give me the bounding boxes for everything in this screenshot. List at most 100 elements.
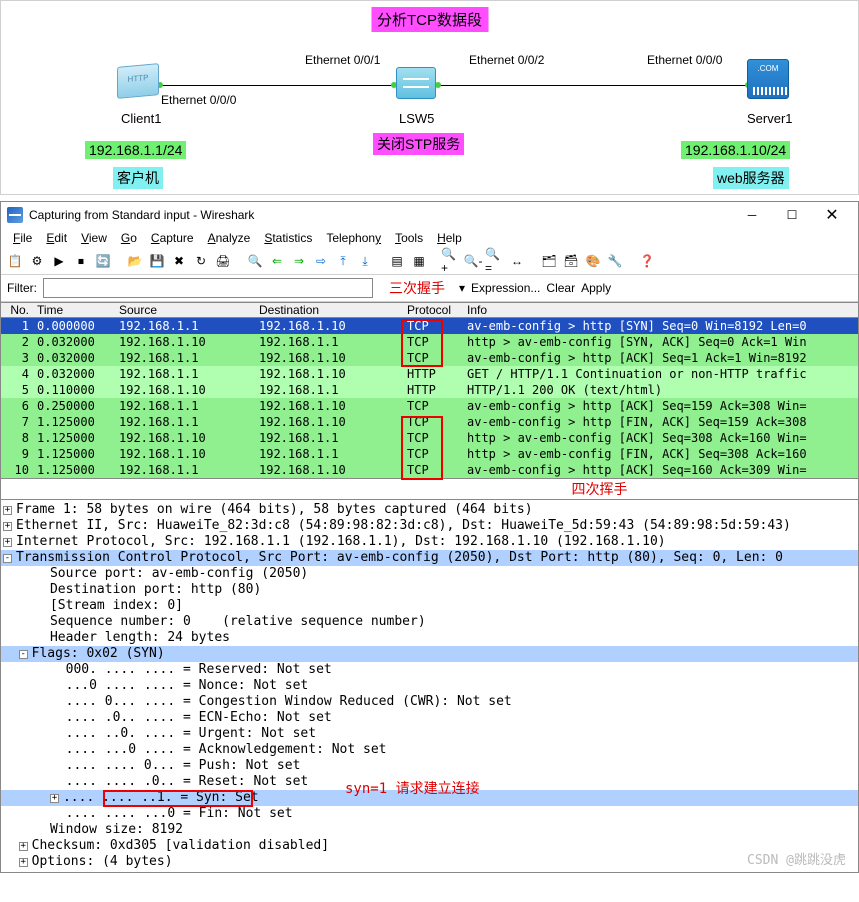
filter-dropdown-icon[interactable]: ▾ [459, 281, 465, 295]
tree-toggle-icon[interactable]: + [3, 538, 12, 547]
filter-apply[interactable]: Apply [581, 281, 611, 295]
col-source[interactable]: Source [115, 303, 255, 317]
tb-options-icon[interactable]: ⚙ [27, 251, 47, 271]
tree-toggle-icon[interactable]: + [50, 794, 59, 803]
col-info[interactable]: Info [463, 303, 858, 317]
filter-expression[interactable]: Expression... [471, 281, 540, 295]
packet-row[interactable]: 71.125000192.168.1.1192.168.1.10TCPav-em… [1, 414, 858, 430]
tb-first-icon[interactable]: ⤒ [333, 251, 353, 271]
wire-switch-server [437, 85, 749, 86]
menu-telephony[interactable]: Telephony [320, 230, 387, 246]
tb-save-icon[interactable]: 💾 [147, 251, 167, 271]
packet-row[interactable]: 101.125000192.168.1.1192.168.1.10TCPav-e… [1, 462, 858, 478]
filter-clear[interactable]: Clear [546, 281, 575, 295]
menu-tools[interactable]: Tools [389, 230, 429, 246]
tb-reload-icon[interactable]: ↻ [191, 251, 211, 271]
detail-line[interactable]: +Options: (4 bytes) [1, 854, 858, 870]
menu-capture[interactable]: Capture [145, 230, 200, 246]
detail-line[interactable]: ...0 .... .... = Nonce: Not set [1, 678, 858, 694]
stp-note: 关闭STP服务 [373, 133, 464, 155]
menu-help[interactable]: Help [431, 230, 468, 246]
packet-row[interactable]: 20.032000192.168.1.10192.168.1.1TCPhttp … [1, 334, 858, 350]
menu-edit[interactable]: Edit [40, 230, 73, 246]
tb-autoscroll-icon[interactable]: ▦ [409, 251, 429, 271]
close-button[interactable]: ✕ [812, 203, 852, 227]
menu-analyze[interactable]: Analyze [202, 230, 257, 246]
tb-zoomout-icon[interactable]: 🔍- [463, 251, 483, 271]
col-time[interactable]: Time [33, 303, 115, 317]
packet-list[interactable]: 10.000000192.168.1.1192.168.1.10TCPav-em… [1, 318, 858, 478]
tb-resize-icon[interactable]: ↔ [507, 251, 527, 271]
tree-toggle-icon[interactable]: + [3, 506, 12, 515]
tb-capfilter-icon[interactable]: 🗂 [539, 251, 559, 271]
detail-line[interactable]: .... 0... .... = Congestion Window Reduc… [1, 694, 858, 710]
packet-row[interactable]: 50.110000192.168.1.10192.168.1.1HTTPHTTP… [1, 382, 858, 398]
detail-line[interactable]: .... .... ...0 = Fin: Not set [1, 806, 858, 822]
menu-go[interactable]: Go [115, 230, 143, 246]
tb-open-icon[interactable]: 📂 [125, 251, 145, 271]
detail-line[interactable]: Header length: 24 bytes [1, 630, 858, 646]
tb-forward-icon[interactable]: ⇒ [289, 251, 309, 271]
detail-line[interactable]: Sequence number: 0 (relative sequence nu… [1, 614, 858, 630]
packet-row[interactable]: 91.125000192.168.1.10192.168.1.1TCPhttp … [1, 446, 858, 462]
filter-label: Filter: [7, 281, 37, 295]
tb-zoom100-icon[interactable]: 🔍= [485, 251, 505, 271]
tb-start-icon[interactable]: ▶ [49, 251, 69, 271]
tree-toggle-icon[interactable]: + [19, 858, 28, 867]
tb-restart-icon[interactable]: 🔄 [93, 251, 113, 271]
detail-line[interactable]: .... ...0 .... = Acknowledgement: Not se… [1, 742, 858, 758]
tb-goto-icon[interactable]: ⇨ [311, 251, 331, 271]
detail-line[interactable]: .... .... 0... = Push: Not set [1, 758, 858, 774]
menu-view[interactable]: View [75, 230, 113, 246]
client-label: Client1 [121, 111, 161, 126]
detail-line[interactable]: +Internet Protocol, Src: 192.168.1.1 (19… [1, 534, 858, 550]
menu-statistics[interactable]: Statistics [258, 230, 318, 246]
tb-last-icon[interactable]: ⤓ [355, 251, 375, 271]
switch-label: LSW5 [399, 111, 434, 126]
tb-dispfilter-icon[interactable]: 🗃 [561, 251, 581, 271]
packet-row[interactable]: 60.250000192.168.1.1192.168.1.10TCPav-em… [1, 398, 858, 414]
detail-line[interactable]: -Flags: 0x02 (SYN) [1, 646, 858, 662]
tb-help-icon[interactable]: ❓ [637, 251, 657, 271]
tree-toggle-icon[interactable]: - [3, 554, 12, 563]
detail-line[interactable]: +Frame 1: 58 bytes on wire (464 bits), 5… [1, 502, 858, 518]
tb-print-icon[interactable]: 🖨 [213, 251, 233, 271]
wireshark-icon [7, 207, 23, 223]
col-destination[interactable]: Destination [255, 303, 403, 317]
tb-interfaces-icon[interactable]: 📋 [5, 251, 25, 271]
detail-line[interactable]: .... ..0. .... = Urgent: Not set [1, 726, 858, 742]
detail-line[interactable]: 000. .... .... = Reserved: Not set [1, 662, 858, 678]
packet-details-pane[interactable]: +Frame 1: 58 bytes on wire (464 bits), 5… [1, 499, 858, 872]
packet-row[interactable]: 10.000000192.168.1.1192.168.1.10TCPav-em… [1, 318, 858, 334]
menu-file[interactable]: File [7, 230, 38, 246]
detail-line[interactable]: Window size: 8192 [1, 822, 858, 838]
tb-back-icon[interactable]: ⇐ [267, 251, 287, 271]
packet-row[interactable]: 30.032000192.168.1.1192.168.1.10TCPav-em… [1, 350, 858, 366]
tb-close-icon[interactable]: ✖ [169, 251, 189, 271]
tb-coloring-icon[interactable]: 🎨 [583, 251, 603, 271]
detail-line[interactable]: +Ethernet II, Src: HuaweiTe_82:3d:c8 (54… [1, 518, 858, 534]
tb-colorize-icon[interactable]: ▤ [387, 251, 407, 271]
tb-zoomin-icon[interactable]: 🔍+ [441, 251, 461, 271]
tb-prefs-icon[interactable]: 🔧 [605, 251, 625, 271]
tree-toggle-icon[interactable]: + [3, 522, 12, 531]
detail-line[interactable]: [Stream index: 0] [1, 598, 858, 614]
filter-input[interactable] [43, 278, 373, 298]
detail-line[interactable]: Source port: av-emb-config (2050) [1, 566, 858, 582]
detail-line[interactable]: +Checksum: 0xd305 [validation disabled] [1, 838, 858, 854]
detail-line[interactable]: Destination port: http (80) [1, 582, 858, 598]
packet-list-header: No. Time Source Destination Protocol Inf… [1, 302, 858, 318]
col-protocol[interactable]: Protocol [403, 303, 463, 317]
tree-toggle-icon[interactable]: + [19, 842, 28, 851]
wire-client-switch [159, 85, 397, 86]
maximize-button[interactable]: ☐ [772, 203, 812, 227]
tb-find-icon[interactable]: 🔍 [245, 251, 265, 271]
minimize-button[interactable]: ─ [732, 203, 772, 227]
col-no[interactable]: No. [1, 303, 33, 317]
tree-toggle-icon[interactable]: - [19, 650, 28, 659]
tb-stop-icon[interactable]: ⏹ [71, 251, 91, 271]
detail-line[interactable]: -Transmission Control Protocol, Src Port… [1, 550, 858, 566]
packet-row[interactable]: 40.032000192.168.1.1192.168.1.10HTTPGET … [1, 366, 858, 382]
packet-row[interactable]: 81.125000192.168.1.10192.168.1.1TCPhttp … [1, 430, 858, 446]
detail-line[interactable]: .... .0.. .... = ECN-Echo: Not set [1, 710, 858, 726]
